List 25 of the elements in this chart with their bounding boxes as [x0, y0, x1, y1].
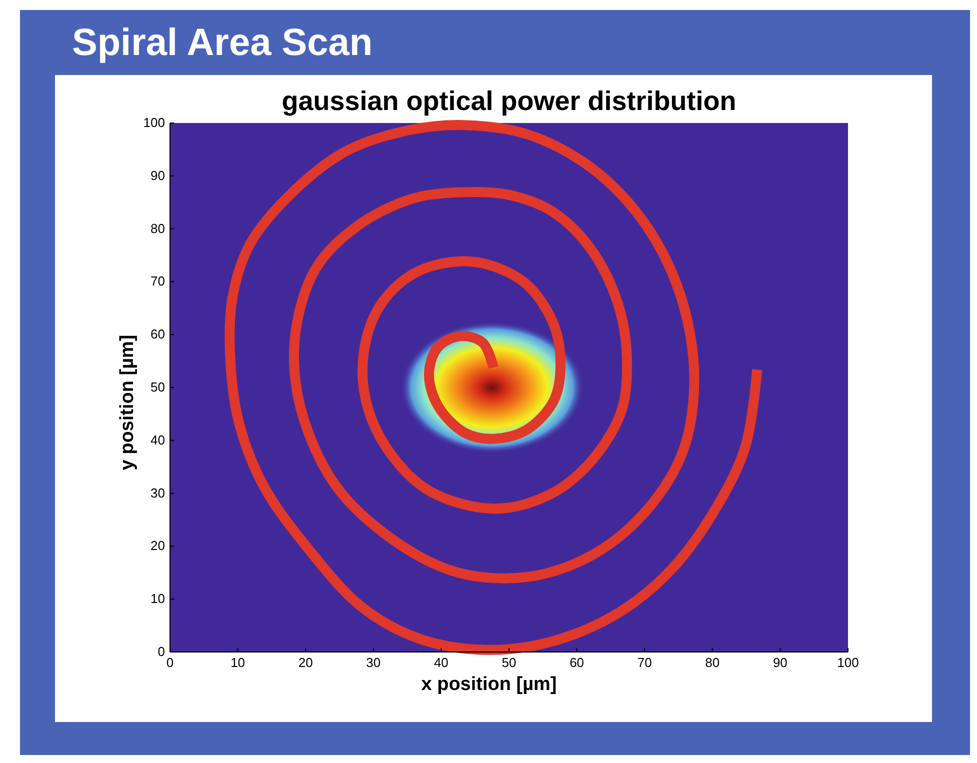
x-tick-label: 50: [502, 655, 516, 670]
x-axis-title: x position [µm]: [421, 674, 557, 695]
y-tick-label: 60: [150, 326, 165, 342]
x-tick-label: 100: [837, 655, 859, 670]
x-tick-label: 20: [298, 655, 313, 670]
chart-title: Spiral Area Scan: [72, 22, 373, 64]
y-tick-label: 90: [150, 168, 165, 183]
x-tick-label: 60: [570, 655, 584, 670]
x-tick-label: 90: [772, 655, 788, 670]
x-tick-label: 70: [637, 655, 652, 670]
y-tick-label: 70: [150, 274, 165, 289]
x-tick-label: 80: [705, 655, 720, 670]
chart-subtitle: gaussian optical power distribution: [282, 86, 736, 116]
y-tick-label: 30: [150, 485, 165, 500]
x-tick-label: 10: [230, 655, 246, 670]
y-tick-label: 0: [158, 644, 165, 659]
x-tick-label: 30: [366, 655, 381, 670]
y-axis-title: y position [µm]: [117, 334, 138, 470]
y-tick-label: 50: [150, 380, 165, 394]
y-tick-label: 10: [150, 591, 165, 606]
y-tick-label: 20: [150, 538, 165, 554]
x-tick-label: 40: [434, 655, 448, 670]
y-tick-label: 100: [143, 115, 165, 130]
y-tick-label: 80: [150, 220, 165, 236]
y-tick-label: 40: [150, 432, 165, 448]
